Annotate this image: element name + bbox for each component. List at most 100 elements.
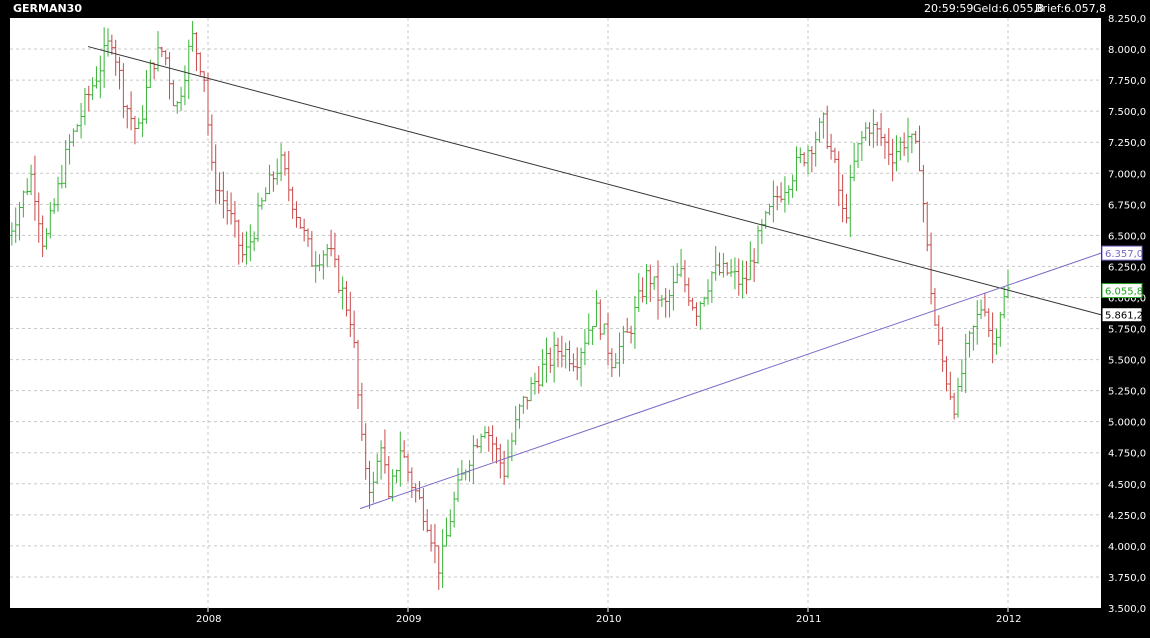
ohlc-bar — [213, 144, 218, 204]
ohlc-bar — [936, 315, 941, 346]
y-tick-label: 6.000,0 — [1108, 293, 1146, 304]
ohlc-bar — [63, 140, 68, 188]
price-label-trend-down: 5.861,2 — [1101, 307, 1143, 323]
ohlc-bar — [402, 440, 407, 458]
ohlc-bar — [644, 263, 649, 305]
ohlc-bar — [248, 224, 253, 262]
ohlc-bar — [448, 509, 453, 537]
ohlc-bar — [744, 260, 749, 295]
y-tick-label: 8.250,0 — [1108, 14, 1146, 25]
ohlc-bar — [952, 392, 957, 420]
ohlc-bar — [959, 359, 964, 392]
ohlc-bar — [929, 232, 934, 305]
ohlc-bar — [121, 63, 126, 119]
ohlc-bar — [9, 222, 14, 246]
ohlc-bar — [894, 135, 899, 172]
ohlc-bar — [221, 171, 226, 219]
ohlc-bar — [867, 122, 872, 146]
ohlc-bar — [244, 231, 249, 265]
ohlc-bar — [740, 260, 745, 299]
ohlc-bar — [229, 192, 234, 225]
ohlc-bar — [482, 426, 487, 439]
ohlc-bar — [317, 254, 322, 272]
plot-area[interactable] — [10, 18, 1101, 608]
ohlc-bar — [556, 337, 560, 368]
ohlc-bar — [871, 109, 876, 148]
ohlc-bar — [732, 257, 737, 290]
ohlc-bar — [886, 128, 891, 165]
ohlc-bar — [152, 62, 157, 80]
svg-text:6.055,8: 6.055,8 — [1105, 287, 1143, 298]
ohlc-bar — [529, 377, 534, 402]
ohlc-bar — [909, 133, 914, 154]
ohlc-bar — [194, 32, 199, 72]
ohlc-bars — [9, 20, 1010, 590]
ohlc-bar — [882, 133, 887, 159]
ohlc-bar — [859, 130, 864, 161]
ohlc-bar — [902, 132, 907, 156]
ohlc-bar — [609, 348, 614, 378]
ohlc-bar — [275, 158, 280, 185]
ohlc-bar — [129, 91, 134, 131]
ohlc-bar — [790, 174, 795, 198]
ohlc-bar — [967, 330, 972, 358]
ohlc-bar — [382, 429, 387, 474]
ohlc-bar — [332, 232, 337, 268]
y-tick-label: 3.500,0 — [1108, 604, 1146, 615]
ohlc-bar — [594, 290, 599, 327]
ohlc-bar — [363, 423, 368, 480]
ohlc-bar — [159, 46, 164, 57]
ohlc-bar — [102, 27, 107, 88]
ohlc-bar — [352, 310, 357, 349]
ohlc-bar — [486, 426, 491, 452]
trendline-up[interactable] — [359, 252, 1102, 510]
ohlc-bar — [748, 241, 753, 281]
ohlc-bar — [271, 171, 276, 192]
ohlc-bar — [798, 147, 803, 164]
ohlc-bar — [986, 308, 991, 338]
ohlc-bar — [456, 468, 460, 502]
ohlc-bar — [209, 114, 214, 171]
ohlc-bar — [571, 353, 576, 372]
ohlc-bar — [621, 325, 626, 364]
ohlc-bar — [686, 277, 691, 306]
ohlc-bar — [875, 121, 880, 146]
ohlc-bar — [190, 20, 195, 52]
ohlc-bar — [379, 440, 384, 480]
ohlc-bar — [302, 218, 307, 242]
ohlc-bar — [648, 264, 653, 302]
ohlc-bar — [590, 325, 595, 346]
ohlc-bar — [325, 243, 330, 268]
ohlc-bar — [13, 207, 18, 243]
ohlc-bar — [598, 299, 603, 340]
trendline-down[interactable] — [87, 46, 1102, 316]
ohlc-bar — [71, 128, 76, 147]
ohlc-bar — [398, 431, 403, 487]
ohlc-bar — [359, 382, 364, 441]
ohlc-bar — [256, 192, 260, 242]
ohlc-bar — [563, 342, 568, 369]
ohlc-bar — [29, 164, 34, 196]
ohlc-bar — [429, 524, 434, 552]
y-tick-label: 7.750,0 — [1108, 76, 1146, 87]
ohlc-bar — [67, 134, 72, 165]
ohlc-bar — [840, 174, 845, 223]
ohlc-bar — [321, 250, 326, 280]
ohlc-bar — [502, 450, 507, 485]
ohlc-bar — [809, 146, 814, 173]
ohlc-bar — [817, 117, 822, 143]
trendlines[interactable] — [87, 46, 1102, 510]
ohlc-bar — [709, 271, 714, 303]
ohlc-bar — [521, 395, 526, 414]
y-tick-label: 4.750,0 — [1108, 449, 1146, 460]
y-tick-label: 6.500,0 — [1108, 231, 1146, 242]
ohlc-bar — [25, 178, 30, 196]
ohlc-bar — [59, 164, 64, 189]
ohlc-bar — [721, 252, 726, 278]
ohlc-bar — [175, 100, 180, 114]
ohlc-bar — [117, 56, 122, 90]
ohlc-bar — [971, 325, 976, 351]
ohlc-bar — [267, 164, 272, 195]
x-tick-label: 2009 — [396, 614, 421, 625]
ohlc-bar — [140, 105, 145, 137]
